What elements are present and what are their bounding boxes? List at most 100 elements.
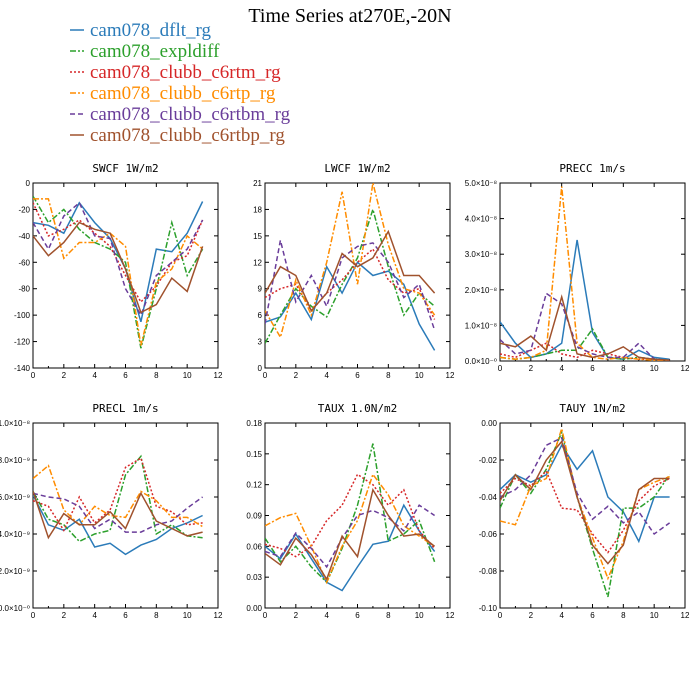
x-tick-label: 10 xyxy=(183,611,192,620)
y-tick-label: -120 xyxy=(14,338,31,347)
series-line-cam078_clubb_c6rtbp_rg xyxy=(500,439,670,565)
series-line-cam078_clubb_c6rtm_rg xyxy=(33,202,204,304)
y-tick-label: 9 xyxy=(258,285,263,294)
series-line-cam078_clubb_c6rtm_rg xyxy=(265,247,436,320)
x-tick-label: 8 xyxy=(154,611,159,620)
legend-entry: cam078_dflt_rg xyxy=(90,20,212,41)
x-tick-label: 0 xyxy=(263,611,268,620)
series-line-cam078_clubb_c6rtbm_rg xyxy=(500,436,671,536)
legend-entry: cam078_clubb_c6rtm_rg xyxy=(90,62,281,83)
x-tick-label: 6 xyxy=(123,611,128,620)
y-tick-label: 0 xyxy=(258,364,263,373)
series-line-cam078_clubb_c6rtbm_rg xyxy=(33,201,204,317)
x-tick-label: 6 xyxy=(355,611,360,620)
x-tick-label: 12 xyxy=(446,611,455,620)
x-tick-label: 0 xyxy=(263,371,268,380)
series-line-cam078_clubb_c6rtbp_rg xyxy=(265,229,436,313)
y-tick-label: 0.06 xyxy=(246,542,262,551)
x-tick-label: 8 xyxy=(386,611,391,620)
chart-panel: SWCF 1W/m2 0 2 4 6 8 10 12 -140 -120 -100 -80 -60 -40… xyxy=(14,162,223,380)
y-tick-label: 4.0×10⁻⁹ xyxy=(0,530,30,539)
series-line-cam078_clubb_c6rtbm_rg xyxy=(33,492,204,533)
y-tick-label: 3.0×10⁻⁸ xyxy=(465,250,497,259)
panel-title: PRECL 1m/s xyxy=(92,402,158,415)
y-tick-label: 0.15 xyxy=(246,450,262,459)
x-tick-label: 10 xyxy=(415,611,424,620)
series-line-cam078_clubb_c6rtbp_rg xyxy=(33,221,204,314)
y-tick-label: -0.04 xyxy=(479,493,498,502)
x-tick-label: 6 xyxy=(123,371,128,380)
figure-title: Time Series at270E,-20N xyxy=(248,5,451,27)
plot-frame xyxy=(264,182,451,369)
series-line-cam078_clubb_c6rtp_rg xyxy=(265,183,436,340)
y-tick-label: 18 xyxy=(253,205,262,214)
y-tick-label: 0.12 xyxy=(246,481,262,490)
x-tick-label: 8 xyxy=(154,371,159,380)
series-line-cam078_clubb_c6rtm_rg xyxy=(265,473,436,558)
y-tick-label: 0.0×10⁻⁰ xyxy=(0,604,30,613)
y-tick-label: -60 xyxy=(18,258,30,267)
x-tick-label: 12 xyxy=(681,611,690,620)
y-tick-label: 4.0×10⁻⁸ xyxy=(465,215,497,224)
series-line-cam078_clubb_c6rtp_rg xyxy=(33,464,203,528)
legend: cam078_dflt_rgcam078_expldiffcam078_club… xyxy=(70,20,291,146)
x-tick-label: 2 xyxy=(62,611,67,620)
y-tick-label: 0.03 xyxy=(246,573,262,582)
chart-panel: LWCF 1W/m2 0 2 4 6 8 10 12 0 3 6 9 12 15 18 21 xyxy=(253,162,455,380)
series-line-cam078_expldiff xyxy=(33,195,204,349)
x-tick-label: 10 xyxy=(650,611,659,620)
series-line-cam078_expldiff xyxy=(33,454,203,543)
chart-panel: TAUY 1N/m2 0 2 4 6 8 10 12 -0.10 -0.08 -0.06 -0.04 -… xyxy=(479,402,690,620)
y-tick-label: 12 xyxy=(253,258,262,267)
x-tick-label: 4 xyxy=(92,371,97,380)
x-tick-label: 0 xyxy=(498,611,503,620)
y-tick-label: -100 xyxy=(14,311,31,320)
y-tick-label: -140 xyxy=(14,364,31,373)
y-tick-label: -20 xyxy=(18,205,30,214)
x-tick-label: 0 xyxy=(498,364,503,373)
plot-frame xyxy=(264,422,451,609)
series-line-cam078_clubb_c6rtp_rg xyxy=(33,198,204,346)
series-line-cam078_clubb_c6rtbm_rg xyxy=(500,292,670,361)
x-tick-label: 12 xyxy=(214,371,223,380)
x-tick-label: 2 xyxy=(529,611,534,620)
series-line-cam078_dflt_rg xyxy=(265,503,436,592)
y-tick-label: -0.02 xyxy=(479,456,498,465)
series-line-cam078_dflt_rg xyxy=(500,443,670,544)
legend-entry: cam078_expldiff xyxy=(90,41,220,62)
y-tick-label: 8.0×10⁻⁹ xyxy=(0,456,30,465)
x-tick-label: 4 xyxy=(324,371,329,380)
y-tick-label: -80 xyxy=(18,285,30,294)
x-tick-label: 2 xyxy=(294,371,299,380)
y-tick-label: -0.06 xyxy=(479,530,498,539)
y-tick-label: -0.08 xyxy=(479,567,498,576)
series-line-cam078_dflt_rg xyxy=(33,201,204,323)
y-tick-label: 6.0×10⁻⁹ xyxy=(0,493,30,502)
x-tick-label: 4 xyxy=(559,611,564,620)
chart-panel: PRECC 1m/s 0 2 4 6 8 10 12 0.0×10⁻⁰ 1.0×10⁻⁸ 2.0×1… xyxy=(465,162,690,373)
y-tick-label: -40 xyxy=(18,232,30,241)
series-line-cam078_clubb_c6rtm_rg xyxy=(33,456,203,532)
chart-panel: TAUX 1.0N/m2 0 2 4 6 8 10 12 0.00 0.03 0.06 0.09 0.1… xyxy=(246,402,455,620)
y-tick-label: 5.0×10⁻⁸ xyxy=(465,179,497,188)
series-line-cam078_clubb_c6rtbm_rg xyxy=(265,240,436,331)
y-tick-label: 2.0×10⁻⁸ xyxy=(465,286,497,295)
x-tick-label: 8 xyxy=(621,364,626,373)
legend-entry: cam078_clubb_c6rtbp_rg xyxy=(90,125,285,146)
y-tick-label: 15 xyxy=(253,232,262,241)
x-tick-label: 6 xyxy=(590,611,595,620)
x-tick-label: 4 xyxy=(92,611,97,620)
series-line-cam078_clubb_c6rtbm_rg xyxy=(265,504,436,569)
x-tick-label: 0 xyxy=(31,611,36,620)
chart-panels: SWCF 1W/m2 0 2 4 6 8 10 12 -140 -120 -100 -80 -60 -40… xyxy=(0,162,690,620)
series-line-cam078_dflt_rg xyxy=(500,239,670,360)
series-line-cam078_clubb_c6rtm_rg xyxy=(500,469,670,554)
legend-entry: cam078_clubb_c6rtp_rg xyxy=(90,83,276,104)
x-tick-label: 2 xyxy=(294,611,299,620)
y-tick-label: 0.09 xyxy=(246,512,262,521)
x-tick-label: 4 xyxy=(324,611,329,620)
series-line-cam078_dflt_rg xyxy=(33,494,203,556)
y-tick-label: 0.00 xyxy=(481,419,497,428)
y-tick-label: 0.18 xyxy=(246,419,262,428)
